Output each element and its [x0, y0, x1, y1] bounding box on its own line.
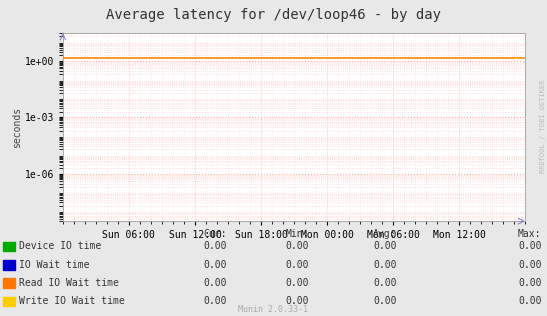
Text: Write IO Wait time: Write IO Wait time — [19, 296, 125, 307]
Text: 0.00: 0.00 — [373, 296, 397, 307]
Text: 0.00: 0.00 — [203, 296, 227, 307]
Text: Min:: Min: — [286, 229, 309, 239]
Text: RRDTOOL / TOBI OETIKER: RRDTOOL / TOBI OETIKER — [540, 80, 546, 173]
Text: Read IO Wait time: Read IO Wait time — [19, 278, 119, 288]
Text: 0.00: 0.00 — [373, 260, 397, 270]
Text: Avg:: Avg: — [373, 229, 397, 239]
Text: Munin 2.0.33-1: Munin 2.0.33-1 — [238, 306, 309, 314]
Text: 0.00: 0.00 — [518, 278, 542, 288]
Text: Average latency for /dev/loop46 - by day: Average latency for /dev/loop46 - by day — [106, 8, 441, 22]
Text: IO Wait time: IO Wait time — [19, 260, 90, 270]
Text: 0.00: 0.00 — [518, 260, 542, 270]
Text: 0.00: 0.00 — [518, 241, 542, 252]
Y-axis label: seconds: seconds — [11, 106, 22, 148]
Text: 0.00: 0.00 — [373, 241, 397, 252]
Text: 0.00: 0.00 — [203, 260, 227, 270]
Text: 0.00: 0.00 — [518, 296, 542, 307]
Text: Cur:: Cur: — [203, 229, 227, 239]
Text: Max:: Max: — [518, 229, 542, 239]
Text: 0.00: 0.00 — [286, 260, 309, 270]
Text: 0.00: 0.00 — [203, 278, 227, 288]
Text: Device IO time: Device IO time — [19, 241, 101, 252]
Text: 0.00: 0.00 — [286, 296, 309, 307]
Text: 0.00: 0.00 — [286, 278, 309, 288]
Text: 0.00: 0.00 — [203, 241, 227, 252]
Text: 0.00: 0.00 — [286, 241, 309, 252]
Text: 0.00: 0.00 — [373, 278, 397, 288]
